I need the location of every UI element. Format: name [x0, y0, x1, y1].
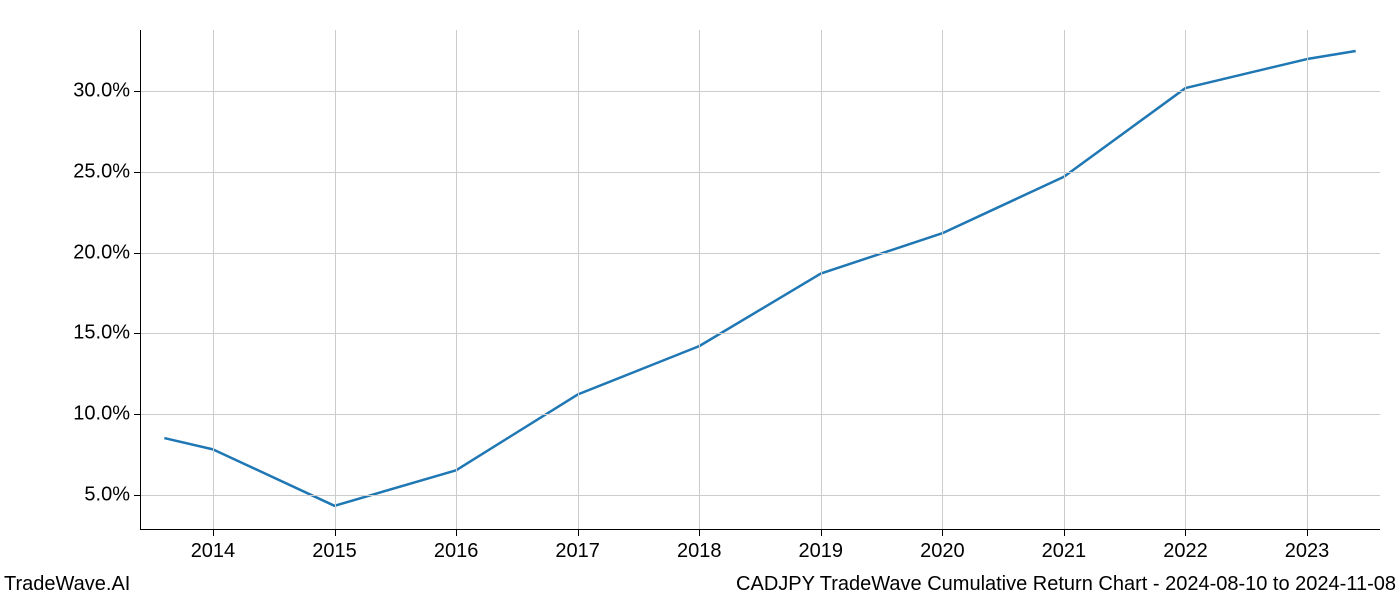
plot-area: 2014201520162017201820192020202120222023…: [140, 30, 1380, 530]
x-tick-label: 2014: [191, 540, 236, 563]
x-tick-label: 2017: [555, 540, 600, 563]
x-tick-mark: [578, 530, 579, 536]
grid-line-vertical: [1064, 30, 1065, 530]
x-tick-label: 2023: [1285, 540, 1330, 563]
x-tick-label: 2018: [677, 540, 722, 563]
x-tick-mark: [213, 530, 214, 536]
x-tick-mark: [1307, 530, 1308, 536]
x-axis-spine: [140, 529, 1380, 530]
footer-right-label: CADJPY TradeWave Cumulative Return Chart…: [736, 573, 1396, 596]
x-tick-label: 2015: [312, 540, 357, 563]
chart-container: 2014 2015 2016 2017 2018 2019 2020 2021 2022 2023…: [0, 0, 1400, 600]
grid-line-vertical: [213, 30, 214, 530]
grid-line-horizontal: [140, 253, 1380, 254]
grid-line-vertical: [1185, 30, 1186, 530]
grid-line-horizontal: [140, 333, 1380, 334]
x-tick-mark: [1185, 530, 1186, 536]
y-tick-label: 20.0%: [73, 241, 130, 264]
x-tick-mark: [942, 530, 943, 536]
x-tick-label: 2016: [434, 540, 479, 563]
grid-line-horizontal: [140, 495, 1380, 496]
x-tick-mark: [335, 530, 336, 536]
y-tick-label: 25.0%: [73, 160, 130, 183]
grid-line-vertical: [335, 30, 336, 530]
x-tick-label: 2022: [1163, 540, 1208, 563]
footer-left-label: TradeWave.AI: [4, 573, 130, 596]
y-axis-spine: [140, 30, 141, 530]
grid-line-vertical: [699, 30, 700, 530]
x-tick-label: 2021: [1042, 540, 1087, 563]
grid-line-vertical: [578, 30, 579, 530]
grid-line-vertical: [821, 30, 822, 530]
y-tick-label: 5.0%: [84, 483, 130, 506]
grid-line-vertical: [456, 30, 457, 530]
y-tick-label: 15.0%: [73, 322, 130, 345]
line-series: [140, 30, 1380, 530]
grid-line-horizontal: [140, 172, 1380, 173]
grid-line-horizontal: [140, 414, 1380, 415]
x-tick-label: 2019: [799, 540, 844, 563]
grid-line-vertical: [1307, 30, 1308, 530]
grid-line-horizontal: [140, 91, 1380, 92]
grid-line-vertical: [942, 30, 943, 530]
y-tick-label: 10.0%: [73, 402, 130, 425]
y-tick-label: 30.0%: [73, 80, 130, 103]
x-tick-label: 2020: [920, 540, 965, 563]
x-tick-mark: [456, 530, 457, 536]
x-tick-mark: [699, 530, 700, 536]
return-line: [164, 51, 1355, 506]
x-tick-mark: [1064, 530, 1065, 536]
x-tick-mark: [821, 530, 822, 536]
